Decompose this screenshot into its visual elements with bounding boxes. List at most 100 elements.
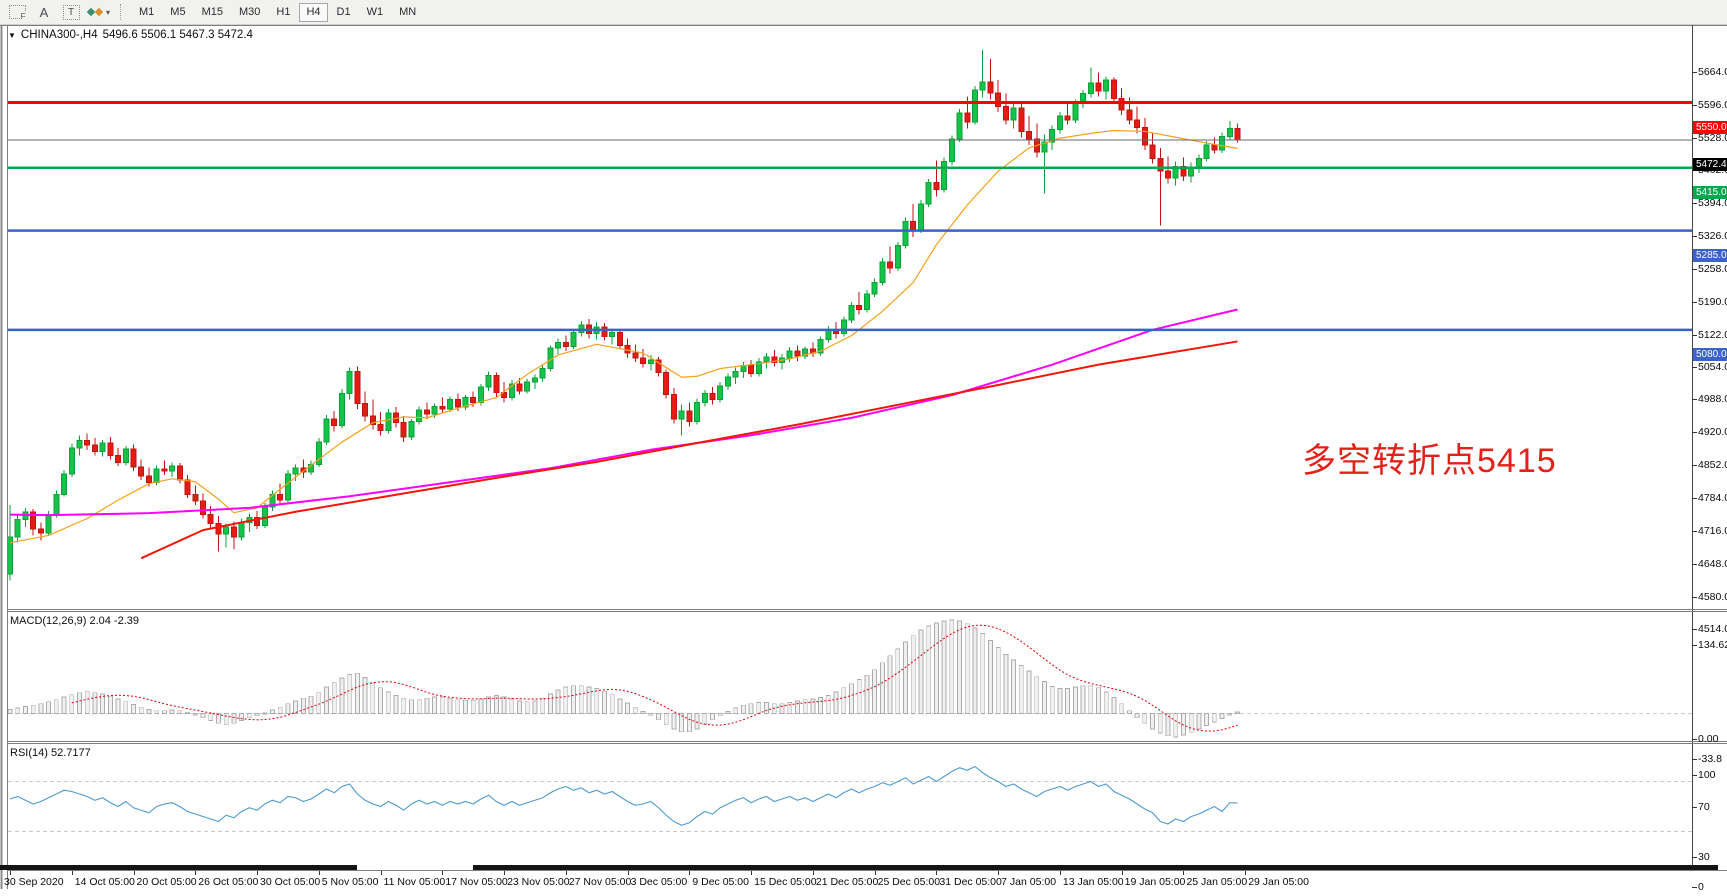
price-tick-label: 4580.0 xyxy=(1698,590,1727,603)
time-tick-label: 14 Oct 05:00 xyxy=(74,876,135,888)
macd-axis-label: 0.00 xyxy=(1698,732,1719,745)
time-tick xyxy=(565,871,567,875)
axis-tick xyxy=(1692,105,1697,107)
time-tick-label: 30 Sep 2020 xyxy=(4,876,64,888)
rsi-axis-label: 100 xyxy=(1698,769,1716,781)
ma-fast-orange xyxy=(9,129,1238,544)
timeframe-button-M1[interactable]: M1 xyxy=(132,3,161,22)
time-tick xyxy=(1059,871,1061,875)
axis-tick xyxy=(1692,334,1697,336)
price-flag-5285.0: 5285.0 xyxy=(1693,249,1727,263)
timeframe-button-H1[interactable]: H1 xyxy=(269,3,297,22)
grid-f-letter: F xyxy=(19,12,26,21)
time-tick xyxy=(998,871,1000,875)
macd-axis-label: -33.8 xyxy=(1698,753,1722,765)
axis-tick xyxy=(1692,738,1697,740)
time-tick xyxy=(689,871,691,875)
time-tick xyxy=(874,871,876,875)
axis-tick xyxy=(1692,596,1697,598)
time-tick-label: 13 Jan 05:00 xyxy=(1062,876,1124,888)
time-tick-label: 25 Jan 05:00 xyxy=(1186,876,1248,888)
rsi-line xyxy=(9,765,1238,826)
axis-tick xyxy=(1692,367,1697,369)
diamond-orange-icon xyxy=(94,7,104,17)
ma-mid-magenta xyxy=(9,308,1238,517)
rsi-axis-label: 70 xyxy=(1698,800,1710,813)
price-tick-label: 5054.0 xyxy=(1698,361,1727,374)
price-tick-label: 4784.0 xyxy=(1698,492,1727,505)
price-tick-label: 4920.0 xyxy=(1698,426,1727,439)
time-tick-label: 17 Nov 05:00 xyxy=(445,876,508,888)
time-tick-label: 9 Dec 05:00 xyxy=(692,876,749,888)
price-tick-label: 5596.0 xyxy=(1698,99,1727,112)
current-price-flag: 5472.4 xyxy=(1693,158,1727,172)
macd-histogram xyxy=(7,619,1240,738)
time-tick-label: 7 Jan 05:00 xyxy=(1001,876,1057,888)
axis-tick xyxy=(1692,759,1697,760)
timeframe-button-MN[interactable]: MN xyxy=(392,3,423,22)
chevron-down-icon[interactable]: ▼ xyxy=(8,30,16,40)
axis-tick xyxy=(1692,530,1697,532)
rsi-axis-label: 0 xyxy=(1698,881,1704,893)
time-tick-label: 23 Nov 05:00 xyxy=(507,876,570,888)
time-tick xyxy=(442,871,444,875)
price-tick-label: 4716.0 xyxy=(1698,524,1727,537)
time-tick xyxy=(627,871,629,875)
text-label-a-icon[interactable]: A xyxy=(34,3,54,21)
price-tick-label: 5664.0 xyxy=(1698,66,1727,79)
price-tick-label: 4514.0 xyxy=(1698,622,1727,635)
time-tick xyxy=(257,871,259,875)
time-tick-label: 21 Dec 05:00 xyxy=(815,876,879,888)
text-box-t-icon[interactable]: T xyxy=(61,3,81,21)
time-tick-label: 3 Dec 05:00 xyxy=(630,876,688,888)
timeframe-button-M15[interactable]: M15 xyxy=(195,3,230,22)
price-tick-label: 5394.0 xyxy=(1698,196,1727,209)
macd-signal-line xyxy=(71,624,1238,732)
time-tick xyxy=(812,871,814,875)
dotted-grid-icon: F xyxy=(8,5,26,21)
ohlc-values-label: 5496.6 5506.1 5467.3 5472.4 xyxy=(102,29,253,41)
axis-tick xyxy=(1692,775,1697,776)
bottom-edge-segment xyxy=(0,865,357,870)
price-tick-label: 4988.0 xyxy=(1698,393,1727,406)
time-tick xyxy=(10,871,11,875)
time-tick-label: 30 Oct 05:00 xyxy=(260,876,321,888)
time-tick-label: 31 Dec 05:00 xyxy=(939,876,1002,888)
time-tick xyxy=(1121,871,1123,875)
time-tick-label: 25 Dec 05:00 xyxy=(877,876,941,888)
a-letter: A xyxy=(39,4,49,20)
time-tick-label: 20 Oct 05:00 xyxy=(136,876,197,888)
axis-tick xyxy=(1692,806,1697,808)
axis-tick xyxy=(1692,644,1697,646)
timeframe-button-H4[interactable]: H4 xyxy=(299,2,328,22)
timeframe-group: M1 M5 M15 M30 H1 H4 D1 W1 MN xyxy=(131,2,424,22)
toolbar-separator xyxy=(120,4,122,20)
timeframe-button-D1[interactable]: D1 xyxy=(330,3,358,22)
ma-slow-red xyxy=(140,340,1238,560)
chart-canvas[interactable] xyxy=(0,25,1727,896)
time-tick-label: 11 Nov 05:00 xyxy=(383,876,446,888)
price-tick-label: 5122.0 xyxy=(1698,328,1727,341)
chart-title: ▼ CHINA300-,H4 5496.6 5506.1 5467.3 5472… xyxy=(8,29,253,41)
t-letter: T xyxy=(67,6,75,18)
axis-tick xyxy=(1692,887,1697,888)
time-tick xyxy=(133,871,135,875)
time-tick xyxy=(380,871,382,875)
time-tick-label: 15 Dec 05:00 xyxy=(754,876,817,888)
axis-tick xyxy=(1692,465,1697,467)
timeframe-button-M5[interactable]: M5 xyxy=(163,3,192,22)
rsi-axis-label: 30 xyxy=(1698,850,1710,863)
timeframe-button-M30[interactable]: M30 xyxy=(232,3,267,22)
axis-tick xyxy=(1692,432,1697,434)
timeframe-button-W1[interactable]: W1 xyxy=(360,3,391,22)
axis-tick xyxy=(1692,138,1697,140)
price-tick-label: 4852.0 xyxy=(1698,459,1727,472)
axis-tick xyxy=(1692,72,1697,74)
dotted-grid-f-icon[interactable]: F xyxy=(7,3,27,21)
axis-tick xyxy=(1692,563,1697,565)
time-tick xyxy=(71,871,73,875)
t-box-icon: T xyxy=(62,4,80,20)
time-tick xyxy=(504,871,506,875)
shapes-dropdown-icon[interactable]: ▾ xyxy=(86,3,110,21)
